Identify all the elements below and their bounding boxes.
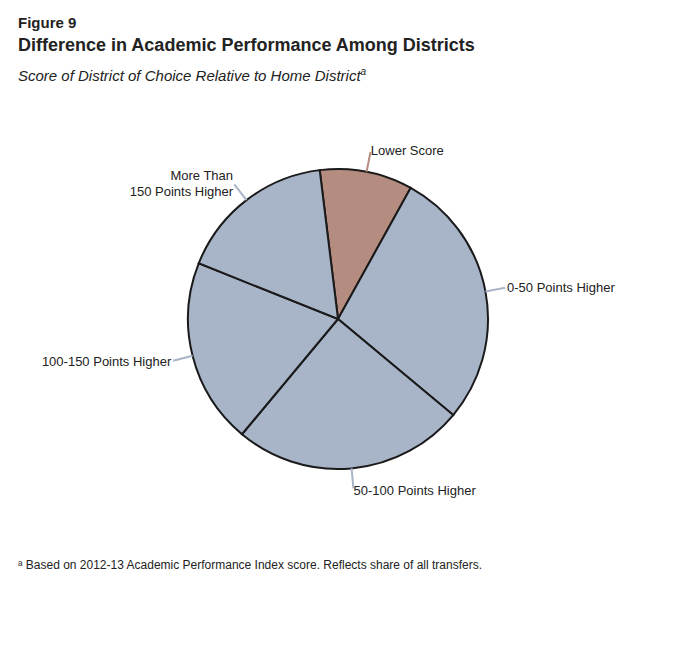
svg-text:Lower Score: Lower Score xyxy=(371,143,444,158)
html-text:Figure 9: Figure 9 xyxy=(18,14,77,31)
svg-text:50-100 Points Higher: 50-100 Points Higher xyxy=(354,483,477,498)
html-text:Difference in Academic Perform: Difference in Academic Performance Among… xyxy=(18,35,475,55)
svg-text:100-150 Points Higher: 100-150 Points Higher xyxy=(42,354,172,369)
svg-text:0-50 Points Higher: 0-50 Points Higher xyxy=(507,280,615,295)
html-text:Score of District of Choice Re: Score of District of Choice Relative to … xyxy=(18,66,367,84)
svg-text:More Than150 Points Higher: More Than150 Points Higher xyxy=(130,167,234,198)
html-text:ᵃ Based on 2012-13 Academic Pe: ᵃ Based on 2012-13 Academic Performance … xyxy=(18,558,482,572)
